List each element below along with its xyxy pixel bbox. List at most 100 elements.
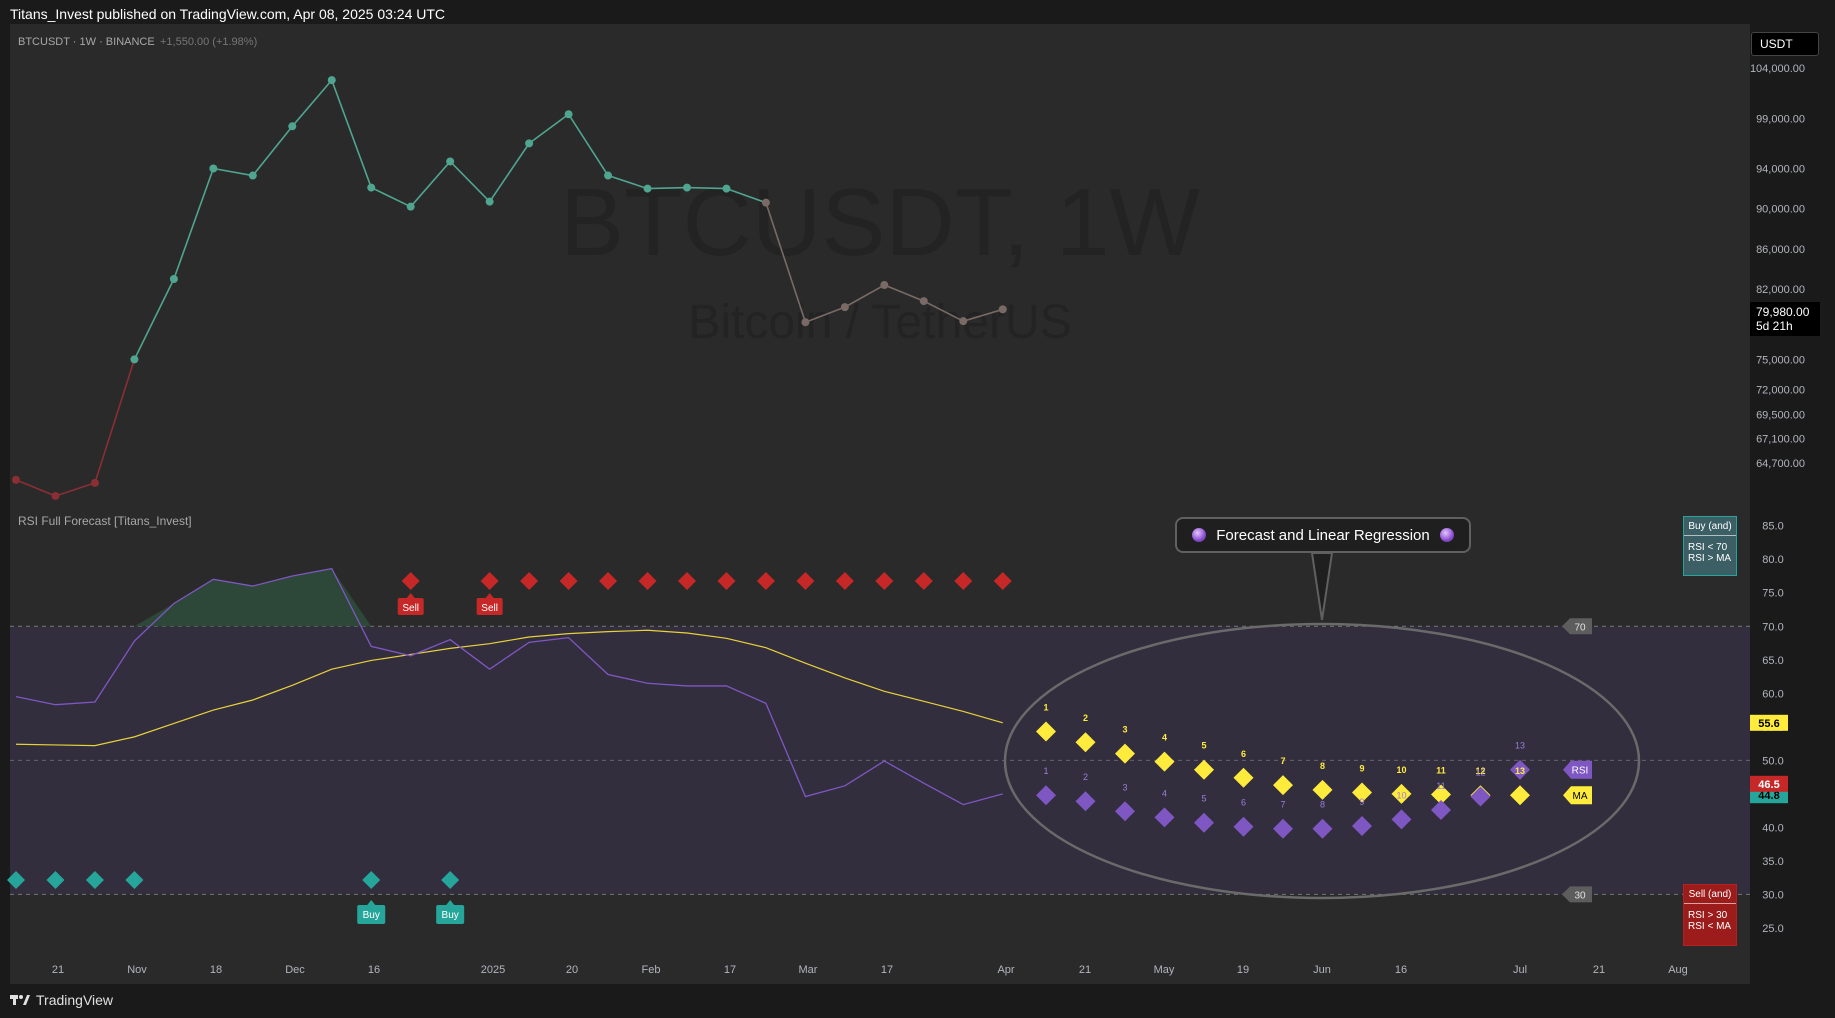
buy-label-pointer xyxy=(367,900,376,905)
rsi-tick-label: 85.0 xyxy=(1762,521,1783,533)
price-point xyxy=(209,164,218,173)
rsi-tick-label: 65.0 xyxy=(1762,655,1783,667)
price-point xyxy=(761,198,770,207)
last-value-box xyxy=(1750,775,1788,792)
forecast-ma-step: 2 xyxy=(1083,713,1088,723)
forecast-ma-step: 11 xyxy=(1436,766,1446,776)
price-tick-label: 69,500.00 xyxy=(1756,410,1805,422)
price-line-segment xyxy=(449,160,491,203)
rsi-band xyxy=(10,625,1750,895)
buy-marker xyxy=(362,871,381,889)
sell-label: Sell xyxy=(402,603,419,614)
forecast-rsi-diamond xyxy=(1312,818,1333,839)
sell-marker xyxy=(717,572,736,590)
price-point xyxy=(51,491,60,500)
time-axis: 21 Nov 18 Dec 16 2025 20 Feb 17 Mar 17 Apr 21 May 19 Ju… xyxy=(52,964,1688,976)
buy-conditions-legend: Buy (and) RSI < 70 RSI > MA xyxy=(1683,516,1737,576)
watermark-subtitle: Bitcoin / TetherUS xyxy=(688,296,1071,349)
forecast-rsi-diamond xyxy=(1431,799,1451,820)
price-tick-label: 64,700.00 xyxy=(1756,458,1805,470)
forecast-rsi-diamond xyxy=(1115,801,1135,822)
forecast-ellipse xyxy=(1003,622,1641,900)
price-line-segment xyxy=(133,278,175,360)
price-tick-label: 90,000.00 xyxy=(1756,204,1805,216)
price-point xyxy=(722,184,731,193)
change-label: +1,550.00 (+1.98%) xyxy=(160,36,257,48)
ma-line xyxy=(15,629,1003,747)
price-line-segment xyxy=(923,300,964,322)
price-line-segment xyxy=(567,113,609,176)
price-point xyxy=(840,303,849,312)
price-axis: 104,000.00 99,000.00 94,000.00 90,000.00 86,… xyxy=(1750,63,1805,470)
price-tick-label: 75,000.00 xyxy=(1756,354,1805,366)
level-tag xyxy=(1562,618,1592,635)
forecast-rsi-step: 1 xyxy=(1043,766,1048,776)
forecast-ma-diamond xyxy=(1194,759,1214,780)
buy-label-box xyxy=(436,905,465,924)
sell-marker xyxy=(559,572,578,590)
crystal-ball-icon xyxy=(1439,528,1454,542)
forecast-rsi-diamond xyxy=(1194,812,1214,833)
buy-legend-title: Buy (and) xyxy=(1684,517,1736,536)
forecast-ma-tag-box xyxy=(1563,786,1592,805)
rsi-tick-label: 50.0 xyxy=(1762,755,1783,767)
sell-marker xyxy=(401,572,420,590)
price-point xyxy=(406,202,415,211)
price-line-segment xyxy=(370,186,412,208)
forecast-rsi-step: 5 xyxy=(1201,794,1206,804)
price-tick-label: 86,000.00 xyxy=(1756,244,1805,256)
sell-label-box xyxy=(397,598,424,615)
rsi-tick-label: 40.0 xyxy=(1762,822,1783,834)
buy-marker xyxy=(7,871,25,889)
forecast-ma-diamond xyxy=(1273,775,1293,796)
price-point xyxy=(643,184,652,193)
price-line-segment xyxy=(291,79,333,127)
published-header: Titans_Invest published on TradingView.c… xyxy=(10,6,446,22)
sell-label-box xyxy=(476,598,503,615)
price-line-segment xyxy=(884,284,925,302)
time-tick-label: 20 xyxy=(566,964,578,976)
forecast-ma-diamond xyxy=(1510,785,1530,806)
sell-marker xyxy=(796,572,815,590)
last-value-box xyxy=(1750,714,1788,731)
price-point xyxy=(485,197,494,206)
price-point xyxy=(919,297,928,306)
forecast-title-box: Forecast and Linear Regression xyxy=(1175,517,1471,553)
sell-label: Sell xyxy=(481,603,498,614)
time-tick-label: Apr xyxy=(997,964,1014,976)
time-tick-label: 21 xyxy=(52,964,64,976)
forecast-rsi-tag-box xyxy=(1563,760,1592,779)
symbol-line: BTCUSDT · 1W · BINANCE +1,550.00 (+1.98%… xyxy=(18,36,257,48)
forecast-rsi-step: 8 xyxy=(1320,800,1325,810)
price-line-segment xyxy=(726,187,767,204)
forecast-rsi-step: 13 xyxy=(1515,741,1525,751)
time-tick-label: Jun xyxy=(1313,964,1331,976)
price-point xyxy=(564,110,573,119)
buy-label: Buy xyxy=(363,910,380,921)
sell-marker xyxy=(599,572,618,590)
sell-conditions-legend: Sell (and) RSI > 30 RSI < MA xyxy=(1683,884,1737,946)
price-line-segment xyxy=(647,186,688,190)
forecast-rsi-tag: RSI xyxy=(1572,766,1589,777)
rsi-line xyxy=(15,567,1003,806)
forecast-ma-tag: MA xyxy=(1573,791,1588,802)
rsi-tick-label: 60.0 xyxy=(1762,688,1783,700)
forecast-callout-pointer xyxy=(1310,552,1334,621)
sell-marker xyxy=(638,572,657,590)
buy-condition: RSI > MA xyxy=(1688,553,1732,564)
rsi-indicator-title: RSI Full Forecast [Titans_Invest] xyxy=(18,514,192,528)
rsi-tick-label: 35.0 xyxy=(1762,856,1783,868)
forecast-ma-step: 7 xyxy=(1280,756,1285,766)
time-tick-label: Jul xyxy=(1513,964,1527,976)
price-point xyxy=(682,183,691,192)
forecast-rsi-step: 11 xyxy=(1436,781,1445,791)
price-point xyxy=(959,317,968,326)
tradingview-footer[interactable]: TradingView xyxy=(10,990,113,1010)
time-tick-label: 21 xyxy=(1593,964,1605,976)
price-point xyxy=(90,478,99,487)
buy-label-box xyxy=(357,905,386,924)
price-line-segment xyxy=(173,168,215,280)
currency-button[interactable]: USDT xyxy=(1751,32,1819,56)
